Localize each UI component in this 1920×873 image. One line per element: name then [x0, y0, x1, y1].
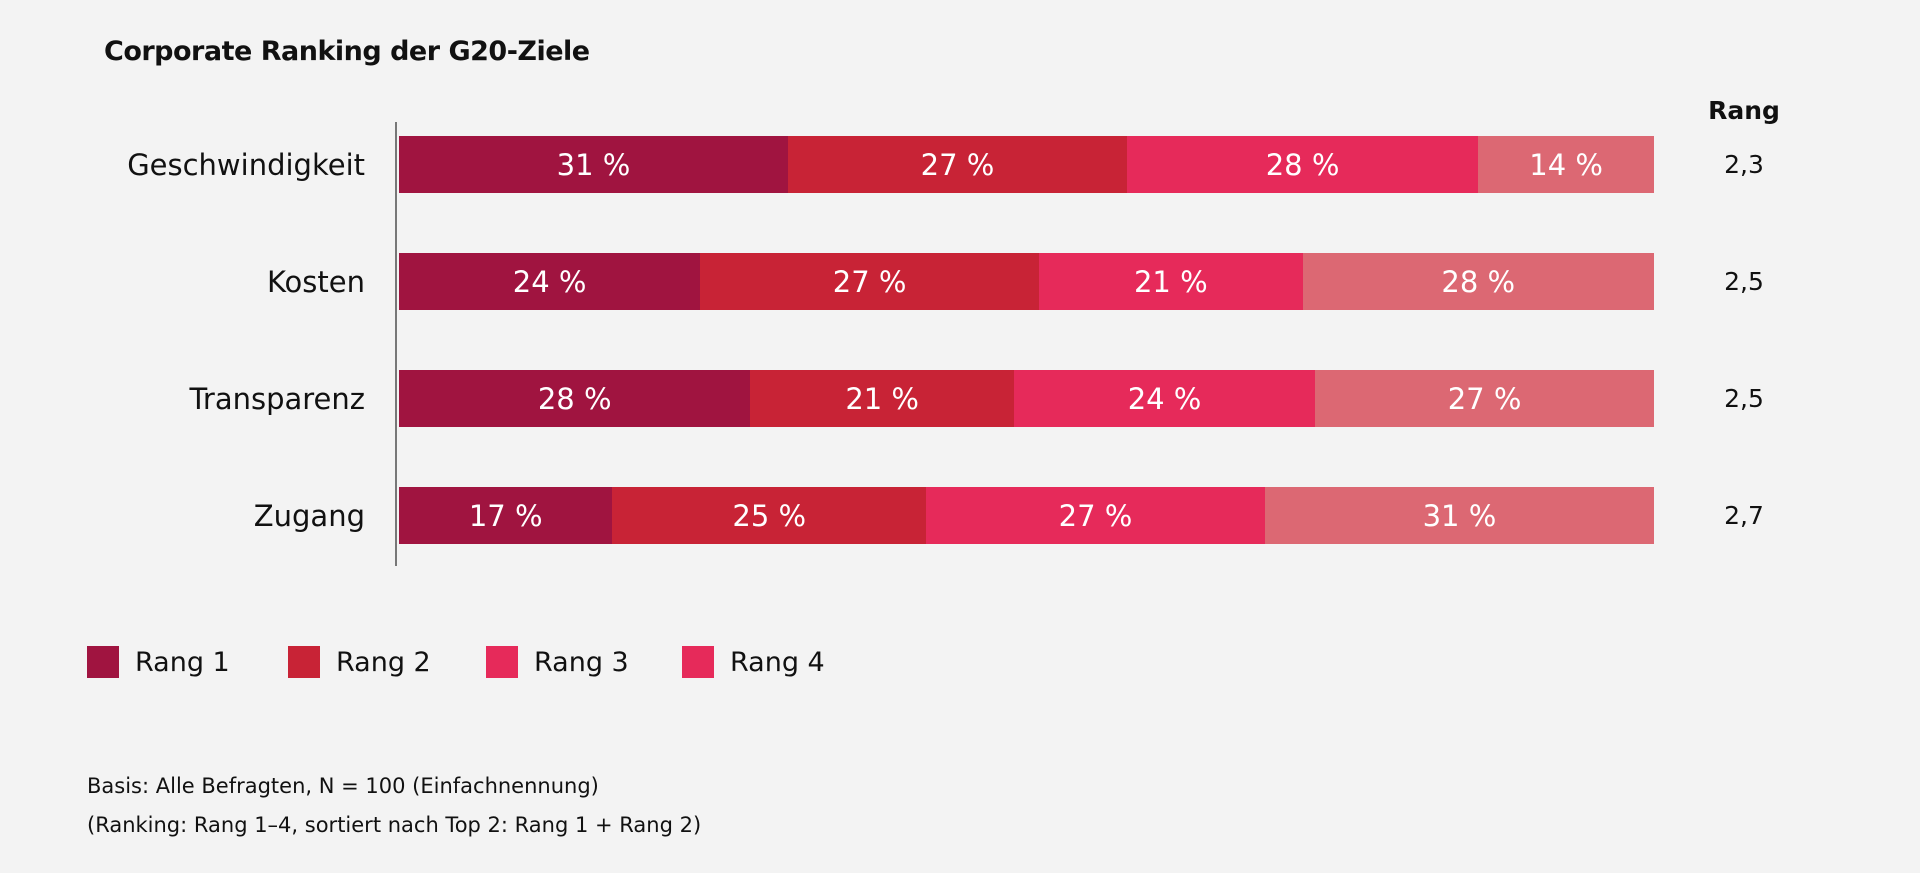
bar-segment-rang-4: 28 % — [1302, 253, 1654, 310]
legend-label: Rang 2 — [336, 646, 431, 678]
bar-segment-rang-2: 27 % — [788, 136, 1127, 193]
rank-value: 2,5 — [1724, 267, 1764, 296]
chart-title: Corporate Ranking der G20-Ziele — [104, 36, 590, 67]
bar-segment-rang-3: 28 % — [1126, 136, 1479, 193]
data-label: 27 % — [1058, 498, 1133, 533]
bar-segment-rang-3: 27 % — [926, 487, 1265, 544]
data-label: 21 % — [845, 381, 919, 416]
bar-segment-rang-1: 17 % — [399, 487, 613, 544]
bar-segment-rang-4: 14 % — [1478, 136, 1654, 193]
legend-label: Rang 4 — [730, 646, 825, 678]
category-label: Transparenz — [189, 382, 365, 416]
category-label: Zugang — [253, 499, 365, 533]
rank-value: 2,3 — [1724, 150, 1764, 179]
data-label: 27 % — [832, 264, 907, 299]
data-label: 28 % — [537, 381, 612, 416]
category-label: Kosten — [266, 265, 365, 299]
footnote-ranking: (Ranking: Rang 1–4, sortiert nach Top 2:… — [87, 813, 702, 837]
legend-swatch — [87, 646, 119, 678]
stacked-bar: 24 % 27 % 21 % 28 % — [399, 253, 1654, 310]
bar-segment-rang-4: 31 % — [1264, 487, 1654, 544]
bar-segment-rang-2: 27 % — [700, 253, 1040, 310]
legend-label: Rang 1 — [135, 646, 230, 678]
data-label: 24 % — [512, 264, 587, 299]
rank-header: Rang — [1708, 96, 1780, 125]
legend-swatch — [288, 646, 320, 678]
category-label: Geschwindigkeit — [127, 148, 365, 182]
data-label: 21 % — [1133, 264, 1208, 299]
data-label: 24 % — [1127, 381, 1202, 416]
legend-item: Rang 1 — [87, 646, 230, 678]
stacked-bar: 31 % 27 % 28 % 14 % — [399, 136, 1654, 193]
y-axis-line — [395, 122, 397, 566]
data-label: 25 % — [732, 498, 807, 533]
data-label: 31 % — [556, 147, 631, 182]
bar-segment-rang-1: 24 % — [399, 253, 701, 310]
data-label: 28 % — [1441, 264, 1516, 299]
legend-item: Rang 3 — [486, 646, 629, 678]
legend-item: Rang 4 — [682, 646, 825, 678]
data-label: 31 % — [1422, 498, 1497, 533]
rank-value: 2,7 — [1724, 501, 1764, 530]
bar-segment-rang-3: 21 % — [1039, 253, 1303, 310]
rank-value: 2,5 — [1724, 384, 1764, 413]
bar-segment-rang-1: 28 % — [399, 370, 751, 427]
data-label: 27 % — [920, 147, 995, 182]
bar-segment-rang-2: 25 % — [612, 487, 927, 544]
data-label: 17 % — [468, 498, 543, 533]
bar-segment-rang-3: 24 % — [1013, 370, 1316, 427]
data-label: 27 % — [1447, 381, 1522, 416]
stacked-bar: 28 % 21 % 24 % 27 % — [399, 370, 1654, 427]
legend-swatch — [682, 646, 714, 678]
bar-segment-rang-4: 27 % — [1315, 370, 1654, 427]
legend: Rang 1 Rang 2 Rang 3 Rang 4 — [0, 646, 1920, 680]
data-label: 28 % — [1265, 147, 1340, 182]
legend-swatch — [486, 646, 518, 678]
bar-segment-rang-2: 21 % — [750, 370, 1014, 427]
footnote-basis: Basis: Alle Befragten, N = 100 (Einfachn… — [87, 774, 599, 798]
legend-item: Rang 2 — [288, 646, 431, 678]
data-label: 14 % — [1529, 147, 1603, 182]
legend-label: Rang 3 — [534, 646, 629, 678]
bar-segment-rang-1: 31 % — [399, 136, 789, 193]
stacked-bar: 17 % 25 % 27 % 31 % — [399, 487, 1654, 544]
